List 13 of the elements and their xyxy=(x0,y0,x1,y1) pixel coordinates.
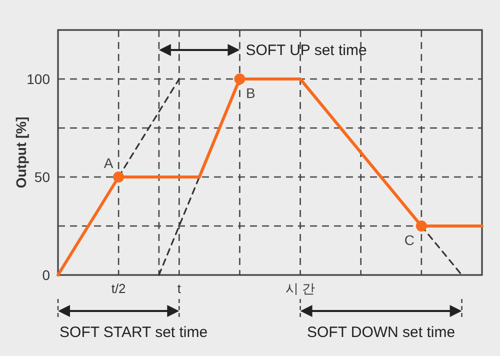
x-tick-label: 시 간 xyxy=(285,281,316,296)
x-tick-label: t/2 xyxy=(111,281,126,296)
y-axis-title: Output [%] xyxy=(13,116,29,188)
y-tick-label: 50 xyxy=(34,169,50,185)
y-tick-label: 0 xyxy=(42,267,50,283)
annotation: SOFT UP set time xyxy=(246,42,367,59)
annotation: C xyxy=(404,232,414,248)
text: SOFT DOWN set time xyxy=(307,324,456,341)
text: SOFT START set time xyxy=(60,324,208,341)
y-tick-label: 100 xyxy=(26,71,50,87)
x-tick-label: t xyxy=(177,281,182,296)
annotation: A xyxy=(104,155,114,171)
annotation: B xyxy=(246,85,256,101)
